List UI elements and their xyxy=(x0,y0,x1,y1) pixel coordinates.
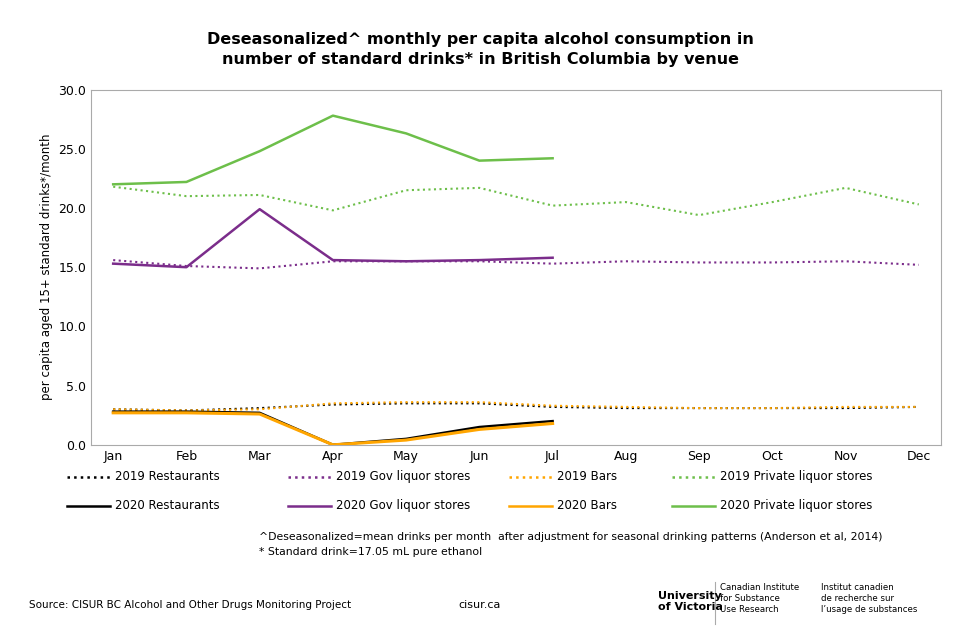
Text: 2019 Restaurants: 2019 Restaurants xyxy=(115,470,220,483)
Text: cisur.ca: cisur.ca xyxy=(459,600,501,610)
Text: Canadian Institute
for Substance
Use Research: Canadian Institute for Substance Use Res… xyxy=(720,583,800,614)
Text: 2020 Bars: 2020 Bars xyxy=(557,499,617,512)
Text: Source: CISUR BC Alcohol and Other Drugs Monitoring Project: Source: CISUR BC Alcohol and Other Drugs… xyxy=(29,600,351,610)
Text: 2020 Gov liquor stores: 2020 Gov liquor stores xyxy=(336,499,470,512)
Text: 2019 Bars: 2019 Bars xyxy=(557,470,617,483)
Text: Deseasonalized^ monthly per capita alcohol consumption in
number of standard dri: Deseasonalized^ monthly per capita alcoh… xyxy=(206,33,754,67)
Text: 2020 Private liquor stores: 2020 Private liquor stores xyxy=(720,499,873,512)
Text: 2019 Private liquor stores: 2019 Private liquor stores xyxy=(720,470,873,483)
Y-axis label: per capita aged 15+ standard drinks*/month: per capita aged 15+ standard drinks*/mon… xyxy=(40,134,53,401)
Text: University
of Victoria: University of Victoria xyxy=(658,591,723,612)
Text: ^Deseasonalized=mean drinks per month  after adjustment for seasonal drinking pa: ^Deseasonalized=mean drinks per month af… xyxy=(259,532,882,543)
Text: Institut canadien
de recherche sur
l’usage de substances: Institut canadien de recherche sur l’usa… xyxy=(821,583,917,614)
Text: 2019 Gov liquor stores: 2019 Gov liquor stores xyxy=(336,470,470,483)
Text: 2020 Restaurants: 2020 Restaurants xyxy=(115,499,220,512)
Text: * Standard drink=17.05 mL pure ethanol: * Standard drink=17.05 mL pure ethanol xyxy=(259,547,482,557)
